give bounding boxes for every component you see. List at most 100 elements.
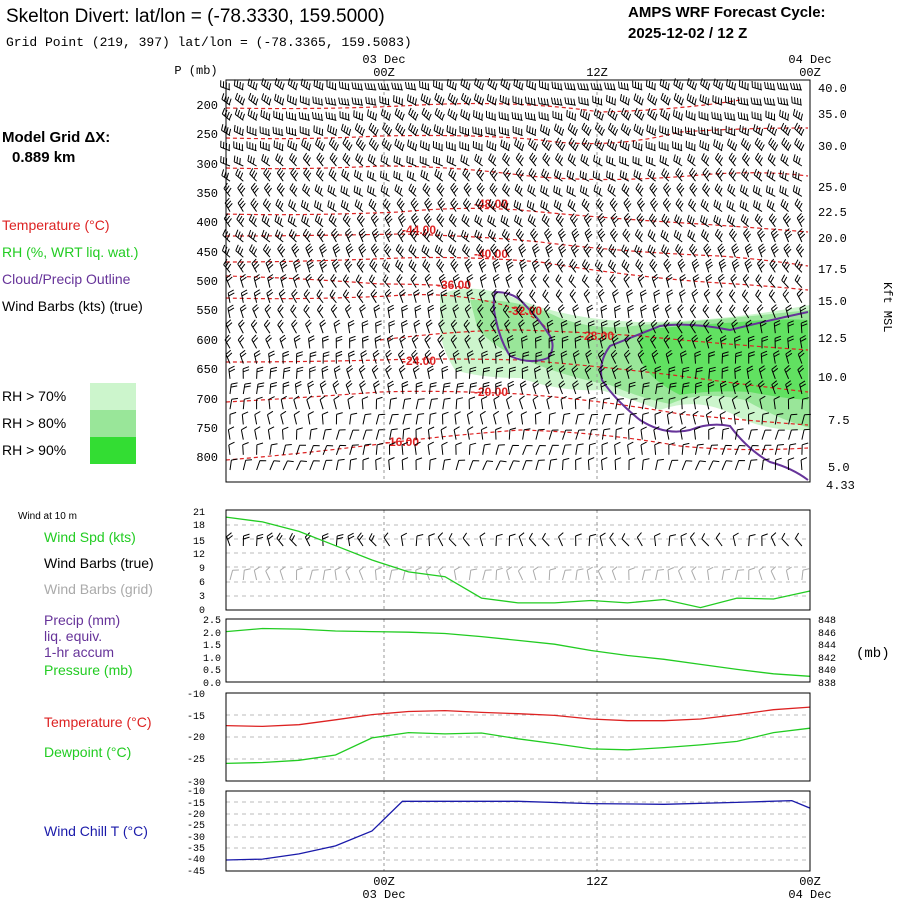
wind-barb xyxy=(797,228,806,243)
wind-barb xyxy=(325,97,337,106)
wind-barb xyxy=(757,380,765,395)
wind-barb xyxy=(583,243,592,258)
wind-barb xyxy=(375,457,382,471)
wind-barb xyxy=(734,569,745,581)
wind-barb xyxy=(332,380,340,395)
precip-tick: 1.5 xyxy=(203,641,221,652)
wind-barb xyxy=(239,273,247,288)
precip-tick: 2.0 xyxy=(203,629,221,640)
wind-barb xyxy=(687,153,696,167)
wind-barb xyxy=(680,426,687,440)
wind-barb xyxy=(506,395,512,410)
wind-barb xyxy=(711,126,723,137)
bottom-date-label: 04 Dec xyxy=(788,888,831,900)
wind-barb xyxy=(751,80,763,91)
wind-barb xyxy=(248,213,257,228)
wind-barb xyxy=(557,304,565,319)
wind-barb xyxy=(634,107,645,121)
wind-barb xyxy=(362,443,372,455)
wind-barb xyxy=(518,532,525,547)
wind-barb xyxy=(423,213,432,228)
wind-barb xyxy=(598,365,605,379)
wind-barb xyxy=(518,319,525,334)
wind-barb xyxy=(393,155,404,167)
wind-barb xyxy=(503,289,511,304)
wind-barb xyxy=(447,108,458,121)
wind-barb xyxy=(466,289,474,303)
wind-barb xyxy=(476,167,485,182)
isotherm-label: -16.00 xyxy=(385,435,419,449)
windchill-tick: -30 xyxy=(187,833,205,844)
wind-barb xyxy=(677,304,684,319)
wind-barb xyxy=(632,140,643,152)
wind-barb xyxy=(342,137,353,152)
wind-barb xyxy=(362,457,370,470)
wind-barb xyxy=(316,228,325,243)
wind-barb xyxy=(260,109,271,121)
wind-barb xyxy=(353,110,364,121)
wind-barb xyxy=(586,304,594,319)
wind-barb xyxy=(453,566,461,581)
wind-barb xyxy=(785,349,793,364)
wind-barb xyxy=(787,457,795,471)
wind-barb xyxy=(529,289,537,304)
wind-barb xyxy=(640,304,647,319)
wind-barb xyxy=(705,395,712,410)
wind-barb xyxy=(252,304,259,319)
wind-tick: 3 xyxy=(199,592,205,603)
precip-pressure-panel xyxy=(225,618,811,683)
wind-barb xyxy=(437,334,444,349)
wind-barb xyxy=(731,258,740,273)
wind-barb xyxy=(227,304,235,319)
wind-barb xyxy=(482,367,491,379)
wind-barb xyxy=(583,289,591,304)
wind-barb xyxy=(748,445,759,455)
wind-barb xyxy=(226,532,233,547)
wind-barb xyxy=(628,426,635,440)
wind-barb xyxy=(288,199,297,212)
wind-barb xyxy=(420,169,430,182)
wind-barb xyxy=(461,214,470,228)
top-date-label: 03 Dec xyxy=(362,53,405,67)
wind-barb xyxy=(625,365,633,379)
wind-barb xyxy=(685,126,696,137)
wind-barb xyxy=(571,365,579,379)
wind-barb xyxy=(242,568,251,581)
wind-barb xyxy=(313,79,324,91)
wind-barb xyxy=(434,93,445,106)
wind-barb xyxy=(659,155,670,167)
wind-barb xyxy=(615,427,623,440)
wind-barb xyxy=(711,111,723,121)
wind-barb xyxy=(771,365,779,379)
wind-barb xyxy=(761,444,772,455)
wind-barb xyxy=(408,107,419,121)
wind-barb xyxy=(679,274,687,288)
wind-barb xyxy=(535,335,542,349)
wind-barb xyxy=(719,411,726,425)
wind-barb xyxy=(713,78,724,91)
wind-barb xyxy=(440,426,447,440)
wind-barb xyxy=(515,167,524,182)
wind-barb xyxy=(508,366,516,379)
wind-barb xyxy=(395,122,406,136)
wind-barb xyxy=(768,274,776,288)
wind-barb xyxy=(386,334,394,349)
wind-barb xyxy=(335,444,347,455)
wind-barb xyxy=(325,111,337,121)
wind-barb xyxy=(262,243,272,258)
wind-barb xyxy=(380,184,390,197)
wind-barb xyxy=(347,319,355,334)
isotherm-label: -44.00 xyxy=(402,223,436,237)
wind-barb xyxy=(351,82,364,91)
wind-barb xyxy=(279,258,288,273)
wind-barb xyxy=(287,139,298,152)
bottom-time-label: 00Z xyxy=(799,875,821,889)
wind-barb xyxy=(441,365,449,379)
wind-barb xyxy=(761,335,769,349)
wind-barb xyxy=(524,112,536,121)
wind-barb xyxy=(368,274,377,288)
wind-barb xyxy=(787,320,795,334)
wind-barb xyxy=(752,185,763,197)
wind-barb xyxy=(668,459,679,471)
temp-tick: -20 xyxy=(187,733,205,744)
